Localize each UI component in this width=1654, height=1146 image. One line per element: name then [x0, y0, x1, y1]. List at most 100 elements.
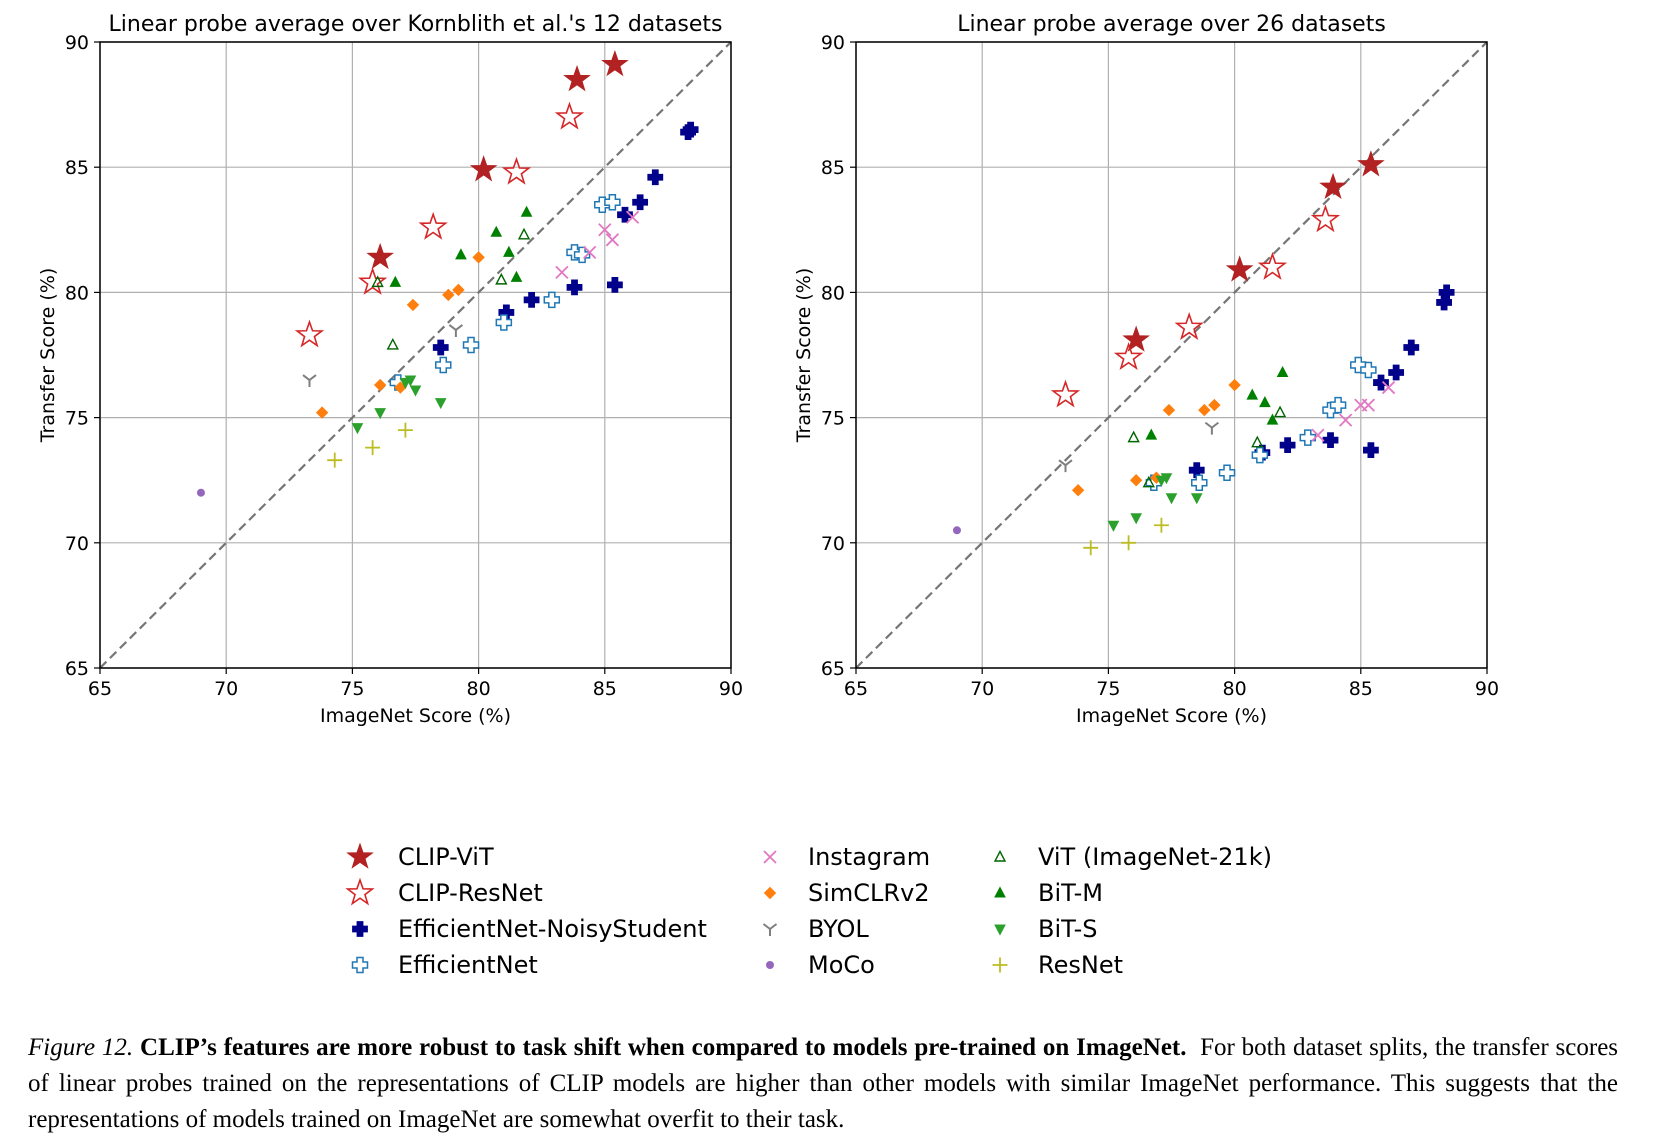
y-tick-label: 65 — [821, 658, 845, 680]
series-clip-vit — [1122, 150, 1385, 352]
data-point — [434, 398, 447, 410]
y-tick-label: 90 — [821, 32, 845, 54]
data-point — [374, 408, 386, 420]
data-point — [1251, 435, 1264, 448]
reference-line — [855, 41, 1488, 669]
data-point — [1373, 374, 1389, 391]
legend-marker — [345, 877, 375, 906]
plot-frame — [855, 41, 1488, 669]
data-point — [682, 121, 699, 138]
legend-label: BiT-S — [1038, 915, 1098, 943]
y-tick-label: 80 — [65, 282, 89, 304]
data-point — [455, 248, 467, 260]
legend-label: CLIP-ViT — [398, 843, 494, 871]
data-point — [952, 526, 961, 535]
data-point — [315, 406, 329, 419]
x-tick-label: 90 — [719, 678, 743, 700]
series-moco — [196, 488, 205, 497]
data-point — [432, 339, 449, 356]
data-point — [1322, 432, 1339, 449]
triangle-down-icon — [994, 924, 1006, 936]
data-point — [1174, 312, 1204, 340]
data-point — [442, 288, 455, 302]
data-point — [495, 314, 513, 331]
plus-filled-icon — [352, 921, 368, 937]
y-tick-label: 85 — [821, 157, 845, 179]
series-efficientnet-noisystudent — [432, 121, 699, 356]
data-point — [404, 375, 417, 387]
series-bit-s — [1107, 473, 1203, 532]
data-point — [357, 266, 388, 295]
chart-title: Linear probe average over Kornblith et a… — [109, 12, 723, 37]
data-point — [566, 279, 583, 296]
dot-icon — [766, 961, 774, 969]
data-point — [583, 245, 597, 259]
legend-marker — [763, 886, 777, 900]
data-point — [435, 356, 452, 374]
data-point — [302, 374, 317, 388]
data-point — [1127, 430, 1140, 443]
data-point — [1257, 251, 1288, 280]
data-point — [605, 233, 620, 247]
data-point — [501, 156, 532, 185]
x-tick-label: 85 — [1349, 678, 1373, 700]
data-point — [1311, 428, 1325, 442]
data-point — [1058, 459, 1073, 473]
legend-item-efficientnet-noisystudent: EfficientNet-NoisyStudent — [340, 912, 707, 946]
y-tick-label: 75 — [65, 408, 89, 430]
data-point — [1198, 403, 1211, 417]
y-tick-label: 85 — [65, 157, 89, 179]
data-point — [1204, 421, 1219, 435]
data-point — [371, 275, 384, 288]
x-axis-label: ImageNet Score (%) — [1076, 705, 1267, 727]
legend-label: ResNet — [1038, 951, 1123, 979]
series-resnet — [327, 422, 413, 468]
series-simclrv2 — [315, 251, 485, 419]
legend-label: EfficientNet — [398, 951, 538, 979]
legend-item-efficientnet: EfficientNet — [340, 948, 538, 982]
data-point — [598, 223, 612, 237]
data-point — [1299, 429, 1317, 446]
legend-marker — [352, 921, 368, 937]
data-point — [1360, 361, 1377, 379]
data-point — [365, 440, 381, 456]
series-bit-s — [351, 375, 447, 435]
data-point — [1107, 520, 1120, 532]
legend-item-instagram: Instagram — [750, 840, 930, 874]
data-point — [1129, 473, 1143, 487]
legend-marker — [762, 923, 778, 936]
tri-down-icon — [762, 923, 778, 936]
legend-label: MoCo — [808, 951, 875, 979]
series-moco — [952, 526, 961, 535]
series-bit-m — [389, 205, 533, 287]
legend-marker — [992, 957, 1008, 973]
data-point — [606, 276, 623, 293]
data-point — [1228, 378, 1241, 392]
data-point — [604, 194, 621, 211]
data-point — [1362, 442, 1379, 459]
data-point — [543, 291, 561, 309]
legend-marker — [993, 849, 1007, 862]
series-instagram — [1311, 380, 1396, 442]
data-point — [1145, 428, 1158, 440]
x-tick-label: 70 — [970, 678, 994, 700]
legend-label: EfficientNet-NoisyStudent — [398, 915, 707, 943]
data-point — [1329, 396, 1347, 414]
figure-caption: Figure 12. CLIP’s features are more robu… — [28, 1030, 1618, 1138]
series-efficientnet — [1145, 356, 1377, 491]
data-point — [1121, 535, 1137, 551]
series-efficientnet — [389, 194, 621, 391]
data-point — [1071, 484, 1085, 497]
legend-label: ViT (ImageNet-21k) — [1038, 843, 1272, 871]
y-tick-label: 70 — [65, 533, 89, 555]
series-resnet — [1083, 517, 1169, 556]
legend-item-clip-resnet: CLIP-ResNet — [340, 876, 543, 910]
data-point — [1259, 396, 1271, 408]
legend-item-clip-vit: CLIP-ViT — [340, 840, 494, 874]
data-point — [418, 211, 448, 240]
series-instagram — [555, 210, 640, 280]
data-point — [1246, 388, 1259, 400]
legend-item-simclrv2: SimCLRv2 — [750, 876, 930, 910]
x-tick-label: 70 — [214, 678, 238, 700]
y-tick-label: 65 — [65, 658, 89, 680]
